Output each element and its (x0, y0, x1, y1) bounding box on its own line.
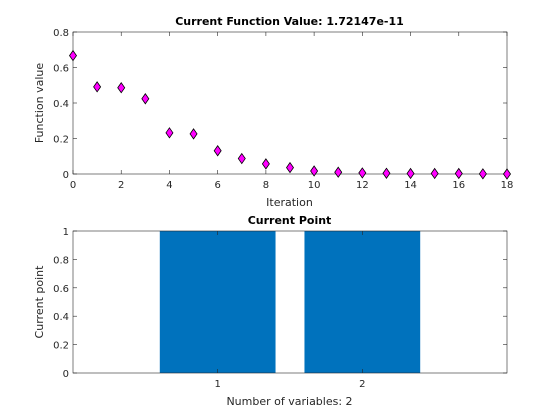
current-point-axes: Current Point Number of variables: 2 Cur… (33, 214, 508, 408)
function-value-plot: 0 2 4 6 8 10 12 14 16 18 0 0.2 0.4 0.6 0.8 (53, 28, 513, 191)
y-tick-label: 0.2 (53, 341, 69, 352)
y-tick-label: 0.4 (53, 312, 69, 323)
x-tick-label: 8 (263, 180, 269, 191)
function-value-axes-box (72, 31, 508, 175)
x-tick-label: 14 (404, 180, 417, 191)
x-tick-label: 12 (356, 180, 369, 191)
data-point (213, 145, 222, 157)
x-tick-label: 6 (214, 180, 220, 191)
bar (304, 231, 421, 373)
x-tick-label: 16 (452, 180, 465, 191)
function-value-title: Current Function Value: 1.72147e-11 (175, 15, 404, 28)
variables-axis-label: Number of variables: 2 (226, 395, 352, 408)
data-point (334, 166, 343, 178)
y-tick-label: 0.6 (53, 64, 69, 75)
data-point (117, 82, 126, 94)
x-tick-label: 4 (166, 180, 172, 191)
y-tick-label: 0 (63, 170, 69, 181)
y-tick-label: 0.2 (53, 135, 69, 146)
data-point (503, 168, 511, 180)
y-tick-label: 0.8 (53, 255, 69, 266)
data-point (237, 152, 246, 165)
x-tick-label: 0 (70, 180, 76, 191)
data-point (93, 81, 102, 93)
data-point (406, 167, 415, 180)
data-point (165, 127, 174, 139)
data-point (478, 168, 487, 180)
current-point-plot: 1 2 0 0.2 0.4 0.6 0.8 1 (53, 227, 508, 390)
data-point (358, 167, 367, 179)
data-point (286, 161, 294, 174)
y-tick-label: 0.4 (53, 99, 69, 110)
current-point-axis-label: Current point (33, 265, 46, 339)
data-point (141, 93, 150, 105)
data-point (454, 167, 463, 180)
current-point-axes-box (72, 230, 508, 374)
current-point-title: Current Point (248, 214, 332, 227)
data-point (382, 167, 391, 179)
data-point (430, 167, 439, 180)
function-value-axes: Current Function Value: 1.72147e-11 Iter… (33, 15, 513, 209)
x-tick-label: 2 (359, 379, 365, 390)
y-tick-label: 0.8 (53, 28, 69, 39)
x-tick-label: 10 (308, 180, 321, 191)
data-point (69, 49, 77, 62)
data-point (261, 158, 270, 170)
x-tick-label: 2 (118, 180, 124, 191)
y-tick-label: 0.6 (53, 284, 69, 295)
bar (159, 231, 276, 373)
y-tick-label: 0 (63, 369, 69, 380)
x-tick-label: 1 (214, 379, 220, 390)
iteration-axis-label: Iteration (266, 196, 313, 209)
function-value-axis-label: Function value (33, 63, 46, 144)
y-tick-label: 1 (63, 227, 69, 238)
x-tick-label: 18 (501, 180, 514, 191)
data-point (310, 165, 319, 177)
data-point (189, 128, 198, 140)
